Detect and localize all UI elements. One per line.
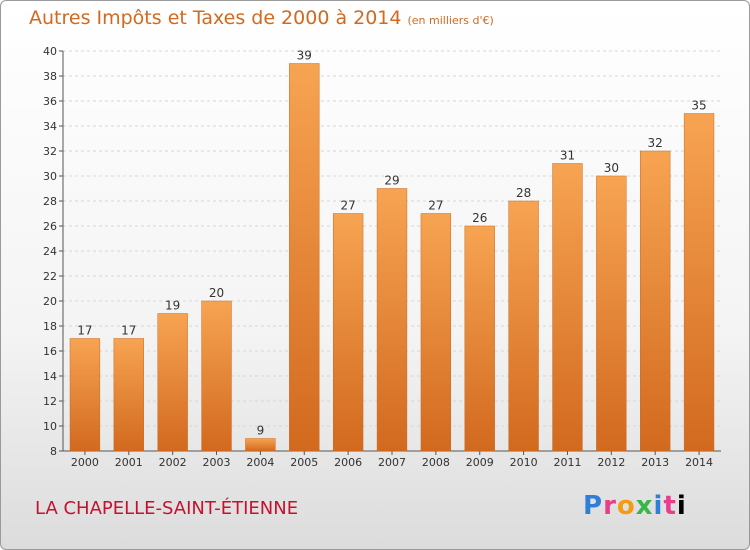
y-tick-label: 18 [43, 320, 57, 333]
data-label-2014: 35 [691, 99, 706, 113]
bar-2011 [552, 163, 583, 452]
y-tick-label: 16 [43, 345, 57, 358]
y-tick-label: 24 [43, 245, 57, 258]
data-label-2005: 39 [297, 49, 312, 63]
bar-2002 [157, 313, 188, 452]
logo-letter: x [635, 491, 654, 521]
x-tick-label: 2011 [553, 456, 581, 469]
logo-letter: i [676, 491, 687, 521]
y-tick-label: 32 [43, 145, 57, 158]
data-label-2011: 31 [560, 149, 575, 163]
bar-2014 [683, 113, 715, 452]
x-tick-label: 2013 [641, 456, 669, 469]
y-tick-label: 22 [43, 270, 57, 283]
data-label-2012: 30 [604, 161, 619, 175]
bar-2000 [69, 338, 101, 452]
bar-2006 [332, 213, 364, 452]
y-tick-label: 28 [43, 195, 57, 208]
chart-title: Autres Impôts et Taxes de 2000 à 2014 (en… [29, 7, 494, 29]
y-tick-label: 40 [43, 45, 57, 58]
bar-2010 [508, 200, 539, 452]
y-tick-label: 8 [50, 445, 57, 458]
data-label-2006: 27 [340, 199, 355, 213]
x-tick-label: 2008 [422, 456, 450, 469]
x-tick-label: 2002 [159, 456, 187, 469]
logo-letter: P [583, 491, 604, 521]
logo-letter: o [616, 491, 636, 521]
data-label-2010: 28 [516, 186, 531, 200]
bar-2001 [113, 338, 144, 452]
y-tick-label: 26 [43, 220, 57, 233]
proxiti-logo: Proxiti [583, 491, 687, 521]
y-tick-label: 12 [43, 395, 57, 408]
bars [69, 63, 715, 452]
data-label-2004: 9 [257, 424, 265, 438]
bar-2012 [596, 175, 627, 452]
data-label-2008: 27 [428, 199, 443, 213]
x-tick-label: 2014 [685, 456, 713, 469]
bar-2004 [245, 438, 276, 452]
title-text: Autres Impôts et Taxes de 2000 à 2014 [29, 7, 402, 29]
bar-2005 [289, 63, 320, 452]
bar-2009 [464, 225, 495, 452]
y-tick-label: 20 [43, 295, 57, 308]
y-tick-label: 10 [43, 420, 57, 433]
commune-name: LA CHAPELLE-SAINT-ÉTIENNE [35, 498, 299, 519]
y-tick-label: 34 [43, 120, 57, 133]
x-tick-label: 2004 [246, 456, 274, 469]
data-label-2009: 26 [472, 211, 487, 225]
data-label-2003: 20 [209, 286, 224, 300]
data-label-2007: 29 [384, 174, 399, 188]
x-tick-label: 2012 [597, 456, 625, 469]
x-tick-label: 2009 [466, 456, 494, 469]
y-tick-label: 38 [43, 70, 57, 83]
x-tick-label: 2003 [203, 456, 231, 469]
x-tick-label: 2001 [115, 456, 143, 469]
x-tick-label: 2000 [71, 456, 99, 469]
y-tick-label: 14 [43, 370, 57, 383]
x-tick-label: 2006 [334, 456, 362, 469]
x-tick-label: 2007 [378, 456, 406, 469]
bar-2003 [201, 300, 232, 452]
logo-letter: t [663, 491, 677, 521]
logo-letter: i [653, 491, 664, 521]
title-unit: (en milliers d'€) [407, 14, 494, 27]
data-label-2000: 17 [77, 324, 92, 338]
y-tick-label: 36 [43, 95, 57, 108]
x-tick-label: 2005 [290, 456, 318, 469]
bar-2008 [420, 213, 452, 452]
data-label-2002: 19 [165, 299, 180, 313]
logo-letter: r [603, 491, 617, 521]
data-label-2013: 32 [648, 136, 663, 150]
y-tick-label: 30 [43, 170, 57, 183]
data-labels: 17 17 19 20 9 39 27 29 27 26 28 31 30 32 35 [77, 49, 706, 438]
x-tick-label: 2010 [510, 456, 538, 469]
data-label-2001: 17 [121, 324, 136, 338]
bar-2013 [640, 150, 671, 452]
bar-2007 [376, 188, 408, 452]
